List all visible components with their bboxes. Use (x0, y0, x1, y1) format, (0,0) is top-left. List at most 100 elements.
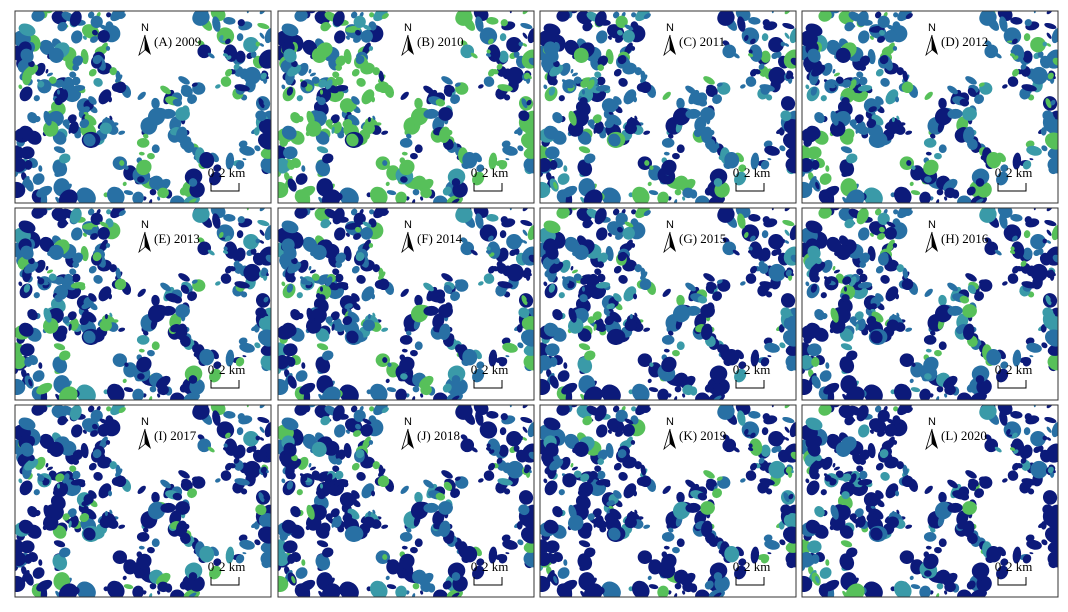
land-patch (346, 505, 352, 510)
land-patch (571, 269, 578, 274)
land-patch (1012, 38, 1018, 45)
panel-border (277, 10, 535, 204)
land-patch (355, 55, 365, 65)
land-patch (71, 30, 83, 44)
land-patch (986, 151, 1002, 169)
land-patch (450, 488, 461, 499)
land-patch (895, 293, 900, 300)
land-patch (423, 85, 434, 95)
land-patch (149, 385, 157, 393)
land-patch (814, 112, 825, 124)
land-patch (582, 415, 593, 426)
map-panel (802, 405, 1058, 597)
land-patch (849, 276, 857, 287)
land-patch (143, 133, 149, 139)
land-patch (880, 77, 890, 87)
land-patch (309, 466, 316, 471)
land-patch (309, 405, 316, 408)
land-patch (587, 473, 595, 484)
land-patch (819, 173, 832, 185)
land-patch (118, 210, 126, 217)
land-patch (106, 406, 112, 412)
land-patch (33, 489, 40, 496)
land-patch (584, 350, 596, 361)
land-patch (223, 443, 228, 448)
land-patch (254, 342, 261, 349)
land-patch (748, 17, 761, 25)
land-patch (802, 539, 812, 554)
land-patch (32, 370, 45, 382)
land-patch (482, 35, 487, 41)
land-patch (577, 553, 593, 571)
land-patch (83, 133, 96, 147)
land-patch (845, 583, 865, 597)
land-patch (258, 492, 265, 503)
land-patch (435, 295, 446, 304)
land-patch (805, 220, 823, 234)
land-patch (346, 111, 352, 116)
scale-bar (997, 183, 1027, 192)
land-patch (316, 343, 329, 351)
land-patch (401, 151, 408, 156)
land-patch (764, 145, 780, 156)
land-patch (649, 165, 654, 170)
land-patch (841, 97, 850, 106)
land-patch (143, 330, 149, 336)
land-patch (179, 580, 189, 590)
land-patch (661, 159, 677, 176)
land-patch (263, 296, 269, 303)
land-patch (90, 212, 103, 226)
land-patch (321, 583, 341, 597)
scale-zero: 0 (208, 165, 215, 180)
land-patch (377, 278, 390, 291)
land-patch (20, 442, 34, 457)
land-patch (220, 76, 232, 87)
land-patch (758, 63, 765, 70)
land-patch (414, 491, 423, 504)
land-patch (875, 462, 884, 471)
land-patch (885, 483, 899, 499)
land-patch (593, 126, 597, 134)
land-patch (668, 133, 674, 139)
land-patch (984, 44, 999, 59)
land-patch (381, 13, 389, 20)
land-patch (859, 64, 867, 71)
land-patch (805, 281, 810, 287)
land-patch (1050, 296, 1056, 303)
panel-label: (B) 2010 (417, 34, 464, 49)
land-patch (622, 29, 635, 43)
land-patch (595, 84, 611, 92)
land-patch (592, 114, 602, 124)
land-patch (325, 79, 333, 90)
land-patch (523, 157, 534, 174)
land-patch (617, 423, 623, 430)
land-patch (56, 483, 61, 489)
land-patch (385, 378, 390, 384)
land-patch (552, 309, 563, 321)
land-patch (76, 581, 96, 597)
land-patch (260, 157, 271, 174)
land-patch (395, 191, 407, 203)
land-patch (325, 513, 333, 521)
land-patch (369, 186, 388, 203)
land-patch (526, 99, 532, 106)
land-patch (1000, 558, 1009, 566)
land-patch (45, 265, 49, 271)
land-patch (879, 226, 885, 233)
land-patch (1037, 445, 1044, 452)
land-patch (764, 342, 780, 353)
land-patch (353, 15, 366, 29)
land-patch (842, 276, 852, 285)
land-patch (332, 208, 345, 224)
land-patch (750, 462, 758, 471)
land-patch (308, 68, 312, 74)
land-patch (460, 44, 475, 59)
land-patch (1042, 110, 1054, 122)
land-patch (360, 29, 373, 43)
scale-zero: 0 (471, 559, 478, 574)
land-patch (528, 254, 534, 263)
land-patch (825, 362, 830, 369)
land-patch (223, 246, 228, 251)
land-patch (936, 188, 944, 196)
land-patch (1006, 35, 1011, 41)
